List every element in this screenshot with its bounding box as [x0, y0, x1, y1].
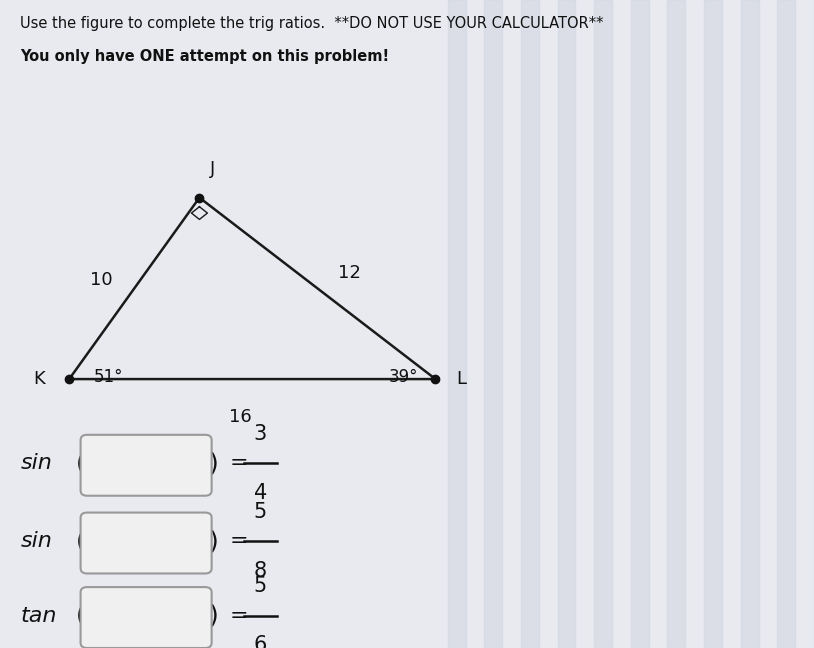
Text: =: = — [230, 454, 248, 473]
Text: ): ) — [209, 529, 219, 553]
Text: 8: 8 — [254, 561, 267, 581]
Bar — [667, 0, 685, 648]
Text: (: ( — [76, 529, 85, 553]
Text: 5: 5 — [254, 502, 267, 522]
Bar — [484, 0, 502, 648]
Text: tan: tan — [20, 606, 57, 625]
Text: (: ( — [76, 603, 85, 628]
Text: 6: 6 — [254, 635, 267, 648]
Text: =: = — [230, 606, 248, 625]
Text: 16: 16 — [229, 408, 252, 426]
Bar — [594, 0, 612, 648]
Text: sin: sin — [20, 531, 52, 551]
FancyBboxPatch shape — [81, 435, 212, 496]
Text: 5: 5 — [254, 576, 267, 596]
Text: You only have ONE attempt on this problem!: You only have ONE attempt on this proble… — [20, 49, 389, 64]
Bar — [777, 0, 795, 648]
Text: 12: 12 — [338, 264, 361, 283]
Text: Use the figure to complete the trig ratios.  **DO NOT USE YOUR CALCULATOR**: Use the figure to complete the trig rati… — [20, 16, 604, 31]
Text: 39°: 39° — [389, 368, 418, 386]
Text: ): ) — [209, 603, 219, 628]
Bar — [558, 0, 575, 648]
Bar — [704, 0, 722, 648]
FancyBboxPatch shape — [81, 587, 212, 648]
Text: 10: 10 — [90, 271, 112, 289]
Text: J: J — [210, 160, 215, 178]
FancyBboxPatch shape — [81, 513, 212, 573]
Text: sin: sin — [20, 454, 52, 473]
Text: (: ( — [76, 451, 85, 476]
Text: L: L — [456, 370, 466, 388]
Bar — [521, 0, 539, 648]
Text: K: K — [33, 370, 45, 388]
Text: 4: 4 — [254, 483, 267, 503]
Text: 51°: 51° — [94, 368, 123, 386]
Bar — [741, 0, 759, 648]
Bar — [448, 0, 466, 648]
Text: 3: 3 — [254, 424, 267, 444]
Text: =: = — [230, 531, 248, 551]
Bar — [631, 0, 649, 648]
Text: ): ) — [209, 451, 219, 476]
